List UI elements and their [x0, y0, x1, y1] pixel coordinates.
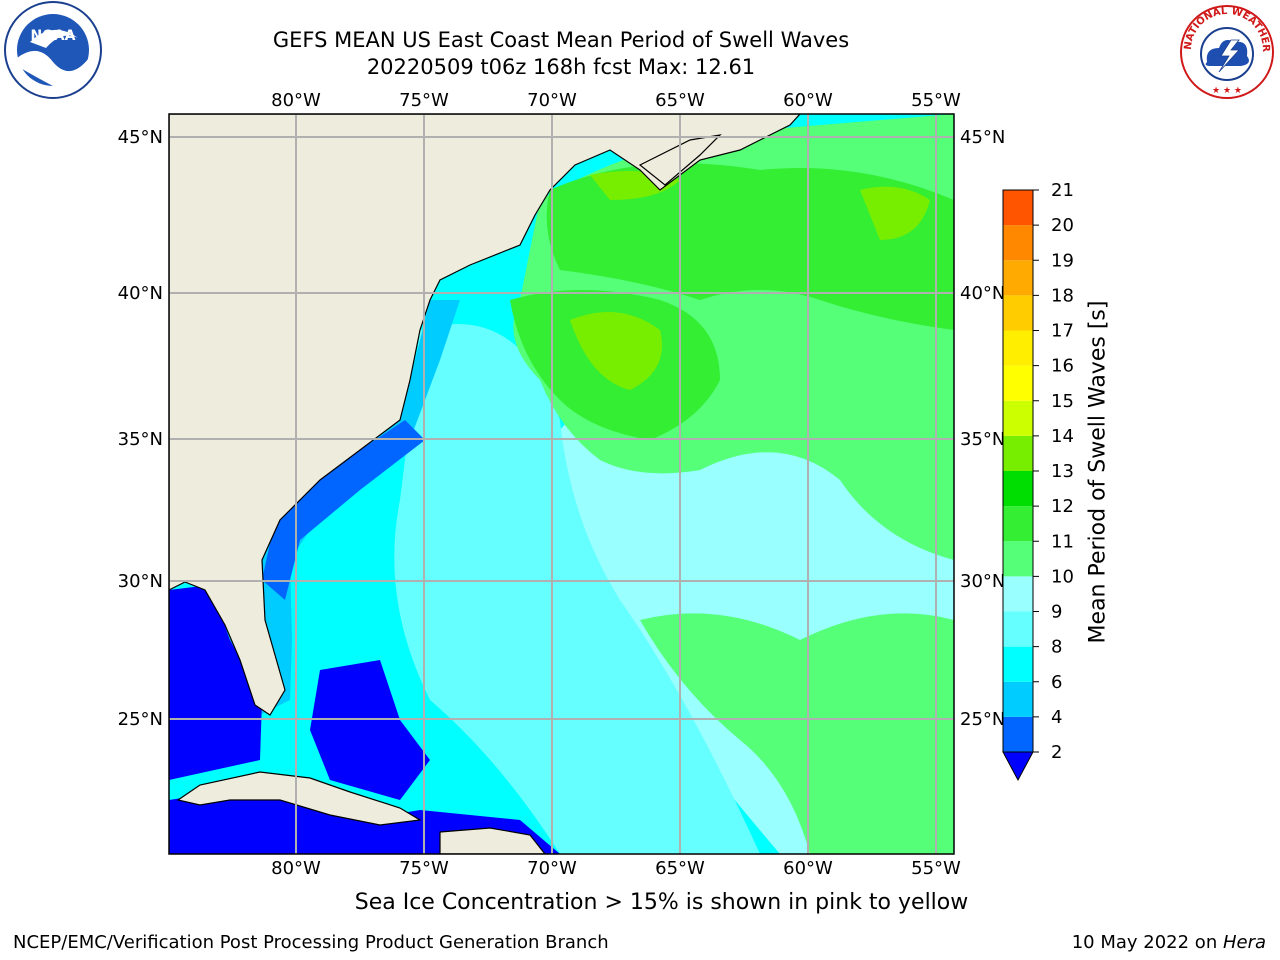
- lon-label-bottom: 70°W: [527, 858, 577, 879]
- lon-label-bottom: 65°W: [655, 858, 705, 879]
- map-gridlines: [169, 114, 954, 854]
- map-frame: [168, 113, 955, 855]
- lon-label-top: 70°W: [527, 90, 577, 111]
- noaa-logo-text: NOAA: [31, 28, 76, 44]
- colorbar-label: Mean Period of Swell Waves [s]: [1085, 300, 1111, 644]
- lat-label-left: 25°N: [118, 709, 163, 730]
- lat-label-right: 45°N: [960, 127, 1005, 148]
- colorbar-tick-label: 6: [1051, 672, 1062, 693]
- colorbar-segment: [1003, 295, 1033, 331]
- colorbar-segment: [1003, 435, 1033, 471]
- swell-region-6to8-central: [394, 324, 760, 854]
- colorbar-tick-label: 4: [1051, 707, 1062, 728]
- colorbar-tick-label: 9: [1051, 602, 1062, 623]
- colorbar-segment: [1003, 541, 1033, 577]
- swell-region-10to11-north: [546, 163, 954, 330]
- colorbar-segment: [1003, 716, 1033, 752]
- colorbar-tick-label: 21: [1051, 180, 1074, 201]
- colorbar-segment: [1003, 646, 1033, 682]
- swell-region-4to6-coastal: [230, 300, 460, 720]
- colorbar-under-extension: [1002, 751, 1034, 782]
- colorbar-segment: [1003, 330, 1033, 366]
- lon-label-bottom: 60°W: [783, 858, 833, 879]
- lon-label-bottom: 75°W: [399, 858, 449, 879]
- colorbar-tick-label: 19: [1051, 250, 1074, 271]
- lat-label-right: 30°N: [960, 571, 1005, 592]
- colorbar: 2 4 6 8 9 10 11 12 13 14 15 16 17 18 19 20 21: [1002, 180, 1074, 782]
- colorbar-tick-label: 12: [1051, 496, 1074, 517]
- colorbar-tick-label: 17: [1051, 321, 1074, 342]
- lon-label-top: 80°W: [271, 90, 321, 111]
- sea-ice-note: Sea Ice Concentration > 15% is shown in …: [354, 890, 969, 915]
- lon-label-top: 60°W: [783, 90, 833, 111]
- colorbar-segment: [1003, 506, 1033, 542]
- swell-region-under2-bahamas: [310, 660, 430, 800]
- swell-region-9to10-southeast: [640, 613, 954, 854]
- footer-credit: NCEP/EMC/Verification Post Processing Pr…: [13, 932, 609, 953]
- lon-label-bottom: 80°W: [271, 858, 321, 879]
- colorbar-segment: [1003, 260, 1033, 296]
- colorbar-tick-label: 2: [1051, 742, 1062, 763]
- colorbar-segment: [1003, 365, 1033, 401]
- lat-label-left: 35°N: [118, 429, 163, 450]
- colorbar-segment: [1003, 400, 1033, 436]
- lat-label-left: 30°N: [118, 571, 163, 592]
- colorbar-tick-label: 10: [1051, 566, 1074, 587]
- lat-label-right: 25°N: [960, 709, 1005, 730]
- colorbar-segment: [1003, 190, 1033, 226]
- lat-label-left: 40°N: [118, 283, 163, 304]
- noaa-logo: NOAA: [4, 1, 102, 99]
- swell-region-11to12-core: [570, 312, 662, 390]
- nws-logo: NATIONAL WEATHER SERVICE ★ ★ ★: [1175, 0, 1274, 99]
- colorbar-segment: [1003, 471, 1033, 507]
- colorbar-segment: [1003, 225, 1033, 261]
- lat-label-right: 40°N: [960, 283, 1005, 304]
- swell-region-11to12-east: [860, 186, 930, 240]
- swell-region-under2-gulf: [169, 585, 262, 780]
- chart-subtitle: 20220509 t06z 168h fcst Max: 12.61: [366, 55, 756, 79]
- land-north-america: [169, 114, 801, 716]
- swell-region-2to4-coastal: [262, 420, 425, 600]
- colorbar-tick-label: 18: [1051, 285, 1074, 306]
- colorbar-tick-label: 13: [1051, 461, 1074, 482]
- lon-label-top: 65°W: [655, 90, 705, 111]
- lat-label-left: 45°N: [118, 127, 163, 148]
- footer-machine: Hera: [1222, 932, 1266, 953]
- svg-text:★ ★ ★: ★ ★ ★: [1212, 86, 1242, 96]
- colorbar-tick-label: 14: [1051, 426, 1074, 447]
- lon-label-top: 75°W: [399, 90, 449, 111]
- colorbar-tick-label: 8: [1051, 637, 1062, 658]
- colorbar-tick-label: 16: [1051, 356, 1074, 377]
- colorbar-tick-label: 11: [1051, 531, 1074, 552]
- land-cuba: [176, 771, 422, 826]
- colorbar-segment: [1003, 611, 1033, 647]
- colorbar-tick-label: 20: [1051, 215, 1074, 236]
- lon-label-bottom: 55°W: [911, 858, 961, 879]
- land-hispaniola: [439, 827, 546, 854]
- colorbar-tick-label: 15: [1051, 391, 1074, 412]
- lat-label-right: 35°N: [960, 429, 1005, 450]
- footer-date-text: 10 May 2022 on: [1071, 932, 1223, 953]
- footer-date: 10 May 2022 on Hera: [1072, 932, 1266, 953]
- colorbar-segment: [1003, 681, 1033, 717]
- lon-label-top: 55°W: [911, 90, 961, 111]
- chart-title: GEFS MEAN US East Coast Mean Period of S…: [272, 28, 850, 52]
- colorbar-segment: [1003, 576, 1033, 612]
